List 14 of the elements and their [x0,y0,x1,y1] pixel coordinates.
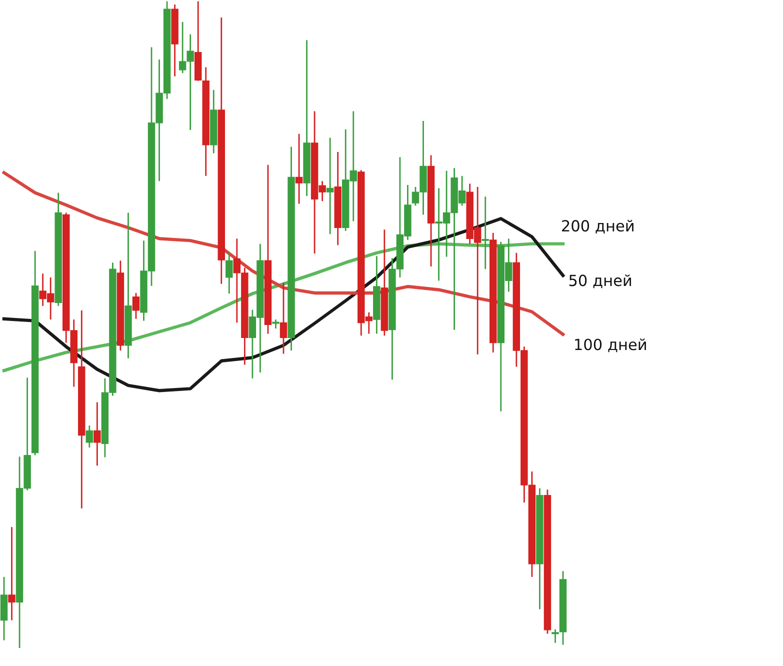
candlestick [94,402,101,466]
series-label: 200 дней [562,220,634,234]
candlestick [552,628,559,644]
candlestick [86,424,94,448]
series-label: 100 дней [575,338,646,352]
candlestick [295,133,303,204]
candlestick [132,292,140,320]
candlestick [326,137,334,235]
candlestick [226,250,233,294]
series-label: 50 дней [569,274,631,288]
candlestick [482,196,489,270]
candlestick [280,282,288,354]
candlestick [8,526,16,621]
candlestick [272,318,280,330]
